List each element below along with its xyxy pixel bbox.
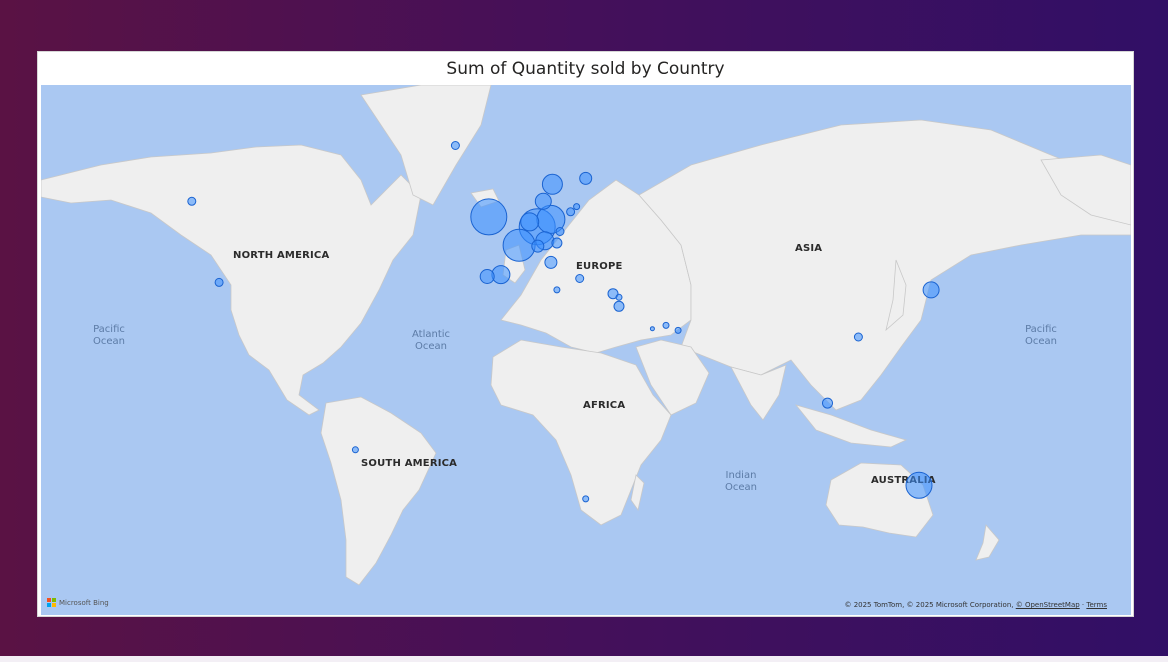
country-bubble-13[interactable] xyxy=(544,255,558,269)
country-bubble-27[interactable] xyxy=(853,332,863,342)
land-arabia xyxy=(635,339,710,416)
microsoft-logo-icon xyxy=(47,598,56,607)
country-bubble-8[interactable] xyxy=(579,171,593,185)
country-bubble-25[interactable] xyxy=(674,326,682,334)
label-south-america: SOUTH AMERICA xyxy=(361,458,457,469)
label-atlantic-2: Ocean xyxy=(415,341,447,352)
label-europe: EUROPE xyxy=(576,261,623,272)
map-svg[interactable]: NORTH AMERICA SOUTH AMERICA EUROPE AFRIC… xyxy=(41,85,1131,615)
land-new-zealand xyxy=(975,524,1000,561)
label-pacific-west-2: Ocean xyxy=(93,336,125,347)
country-bubble-12[interactable] xyxy=(531,239,545,253)
land-africa xyxy=(490,339,672,526)
label-africa: AFRICA xyxy=(583,400,625,411)
country-bubble-20[interactable] xyxy=(607,288,619,300)
country-bubble-29[interactable] xyxy=(905,471,933,499)
label-indian-2: Ocean xyxy=(725,482,757,493)
bubble-layer[interactable] xyxy=(187,141,940,503)
label-atlantic-1: Atlantic xyxy=(412,329,450,340)
label-north-america: NORTH AMERICA xyxy=(233,250,329,261)
label-pacific-east-2: Ocean xyxy=(1025,336,1057,347)
country-bubble-11[interactable] xyxy=(479,269,495,284)
attribution-text: © 2025 TomTom, © 2025 Microsoft Corporat… xyxy=(844,601,1014,609)
map-visual[interactable]: Sum of Quantity sold by Country xyxy=(37,51,1134,617)
country-bubble-28[interactable] xyxy=(822,397,833,409)
land-greenland xyxy=(360,85,492,206)
microsoft-bing-logo: Microsoft Bing xyxy=(47,598,109,607)
country-bubble-4[interactable] xyxy=(520,212,540,232)
country-bubble-16[interactable] xyxy=(566,207,576,217)
land-layer xyxy=(41,85,1131,586)
country-bubble-26[interactable] xyxy=(922,281,940,299)
country-bubble-33[interactable] xyxy=(214,277,224,287)
land-far-east-right xyxy=(1040,154,1131,226)
page-bottom-strip xyxy=(0,656,1168,662)
country-bubble-0[interactable] xyxy=(470,198,508,236)
land-japan xyxy=(885,259,907,332)
country-bubble-6[interactable] xyxy=(534,192,552,210)
country-bubble-23[interactable] xyxy=(649,326,655,332)
country-bubble-21[interactable] xyxy=(615,293,623,301)
label-indian-1: Indian xyxy=(726,470,757,481)
country-bubble-9[interactable] xyxy=(450,141,460,150)
country-bubble-22[interactable] xyxy=(613,300,625,312)
country-bubble-15[interactable] xyxy=(555,227,565,236)
country-bubble-24[interactable] xyxy=(662,321,670,329)
land-south-america xyxy=(320,396,437,586)
land-indonesia xyxy=(794,404,908,448)
map-attribution: © 2025 TomTom, © 2025 Microsoft Corporat… xyxy=(844,601,1107,609)
country-bubble-19[interactable] xyxy=(553,286,561,294)
country-bubble-10[interactable] xyxy=(491,265,511,285)
label-pacific-west-1: Pacific xyxy=(93,324,125,335)
label-australia: AUSTRALIA xyxy=(871,475,936,486)
country-bubble-31[interactable] xyxy=(351,446,359,454)
terms-link[interactable]: Terms xyxy=(1086,601,1107,609)
land-asia xyxy=(638,119,1131,411)
land-north-america xyxy=(41,144,422,416)
country-bubble-17[interactable] xyxy=(573,203,581,211)
land-india xyxy=(730,364,787,421)
label-asia: ASIA xyxy=(795,243,822,254)
country-bubble-14[interactable] xyxy=(551,237,563,249)
country-bubble-7[interactable] xyxy=(541,173,563,195)
country-bubble-32[interactable] xyxy=(187,196,197,206)
country-bubble-2[interactable] xyxy=(502,228,536,262)
country-bubble-18[interactable] xyxy=(575,274,585,283)
country-bubble-30[interactable] xyxy=(582,495,590,503)
land-madagascar xyxy=(630,474,645,511)
bing-logo-text: Microsoft Bing xyxy=(59,598,109,607)
visual-title: Sum of Quantity sold by Country xyxy=(446,59,725,79)
label-pacific-east-1: Pacific xyxy=(1025,324,1057,335)
map-canvas[interactable]: NORTH AMERICA SOUTH AMERICA EUROPE AFRIC… xyxy=(41,85,1131,615)
openstreetmap-link[interactable]: © OpenStreetMap xyxy=(1015,601,1080,609)
